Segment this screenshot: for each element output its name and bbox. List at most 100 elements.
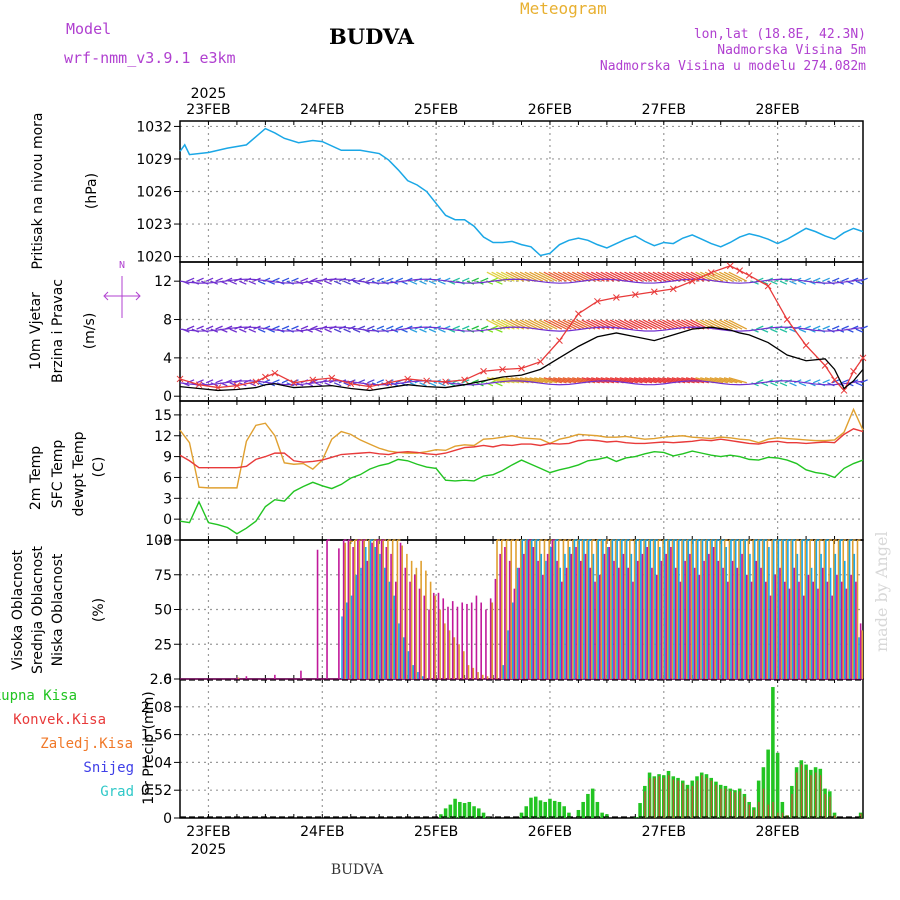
top-day-label: 24FEB [300,102,344,118]
wind-arrow [395,325,404,330]
y-tick-label: 2.08 [141,700,172,716]
total-precip-bar [638,803,642,818]
low-cloud-axis-label: Niska Oblacnost [50,553,66,666]
wind-arrow [471,325,479,330]
y-tick-label: 1.56 [141,728,172,744]
wind-arrow [760,280,769,285]
wind-arrow [314,280,323,285]
wind-gust-marker [831,376,838,384]
bottom-day-label: 26FEB [528,824,572,840]
precip-legend-label: Grad [100,784,134,800]
wind-arrow [519,319,539,330]
wind-arrow [495,328,503,333]
convective-precip-bar [686,788,689,818]
wind-direction-band [179,380,864,386]
wind-arrow [860,379,868,384]
wind-arrow [495,280,503,285]
wind-gust-marker [385,379,393,387]
wind-arrow [500,377,520,384]
wind-gust-marker [233,382,241,390]
precip-axis-label: 1hr Precip (mm) [141,691,157,804]
convective-precip-bar [819,775,822,818]
convective-precip-bar [682,783,684,818]
total-precip-bar [481,812,486,818]
wind-arrow [186,325,195,330]
convective-precip-bar [829,796,831,818]
wind-gust-marker [176,375,184,383]
total-precip-bar [467,801,472,818]
wind-arrow [714,271,733,282]
wind-arrow [831,325,840,330]
convective-precip-bar [834,815,836,818]
wind-arrow [480,325,489,330]
y-tick-label: 100 [145,533,172,549]
wind-arrow [314,382,323,387]
wind-gust-marker [736,267,744,274]
wind-arrow [557,271,577,282]
wind-arrow [333,382,342,387]
convective-precip-bar [796,772,798,818]
wind-arrow [605,271,624,282]
bottom-day-label: 24FEB [300,824,344,840]
wind-arrow [281,277,290,282]
wind-arrow [419,382,427,387]
wind-gust-marker [764,282,772,290]
wind-axis-label-1: 10m Vjetar [28,292,44,370]
wind-arrow [855,328,864,333]
wind-arrow [452,325,460,330]
wind-arrow [196,325,204,330]
wind-arrow [343,280,351,285]
convective-precip-bar [715,784,717,818]
total-precip-bar [472,806,476,818]
wind-arrow [628,271,648,282]
wind-arrow [452,277,460,282]
wind-arrow [272,277,280,282]
wind-arrow [723,377,743,384]
wind-arrow [490,325,498,330]
wind-arrow [628,319,648,330]
wind-arrow [495,382,503,387]
wind-arrow [662,271,681,282]
wind-arrow [798,382,807,387]
wind-arrow [647,319,667,330]
convective-precip-bar [791,793,793,818]
wind-arrow [614,377,634,384]
wind-arrow [633,319,653,330]
wind-arrow [352,328,361,333]
wind-arrow [248,328,257,333]
y-tick-label: 12 [154,274,172,290]
wind-gust-marker [262,373,269,381]
top-day-label: 27FEB [642,102,686,118]
wind-direction-band [179,278,864,284]
y-tick-label: 12 [154,429,172,445]
y-tick-label: 1.04 [141,755,172,771]
precip-legend-label: Zaledj.Kisa [40,736,133,752]
wind-arrow [529,319,548,330]
wind-arrow [438,328,446,333]
wind-arrow [581,377,600,384]
wind-gust-marker [480,367,487,375]
wind-gust-marker [271,369,279,377]
wind-arrow [461,277,470,282]
wind-arrow [719,377,738,384]
wind-gust-marker [423,377,430,385]
wind-arrow [714,377,733,384]
convective-precip-bar [815,772,817,818]
top-day-label: 23FEB [186,102,230,118]
wind-arrow [529,271,548,282]
wind-gust-marker [290,379,298,387]
wind-arrow [798,280,807,285]
total-precip-bar [586,793,590,818]
wind-arrow [822,379,830,384]
wind-gust-marker [594,297,601,305]
wind-gust-marker [669,285,677,293]
wind-arrow [215,277,223,282]
wind-arrow [367,379,375,384]
wind-gust-marker [556,337,563,344]
wind-arrow [205,379,214,384]
wind-arrow [571,319,591,330]
wind-arrow [662,319,681,330]
wind-arrow [471,379,479,384]
footer-station: BUDVA [331,862,384,878]
wind-gust-marker [688,277,696,285]
